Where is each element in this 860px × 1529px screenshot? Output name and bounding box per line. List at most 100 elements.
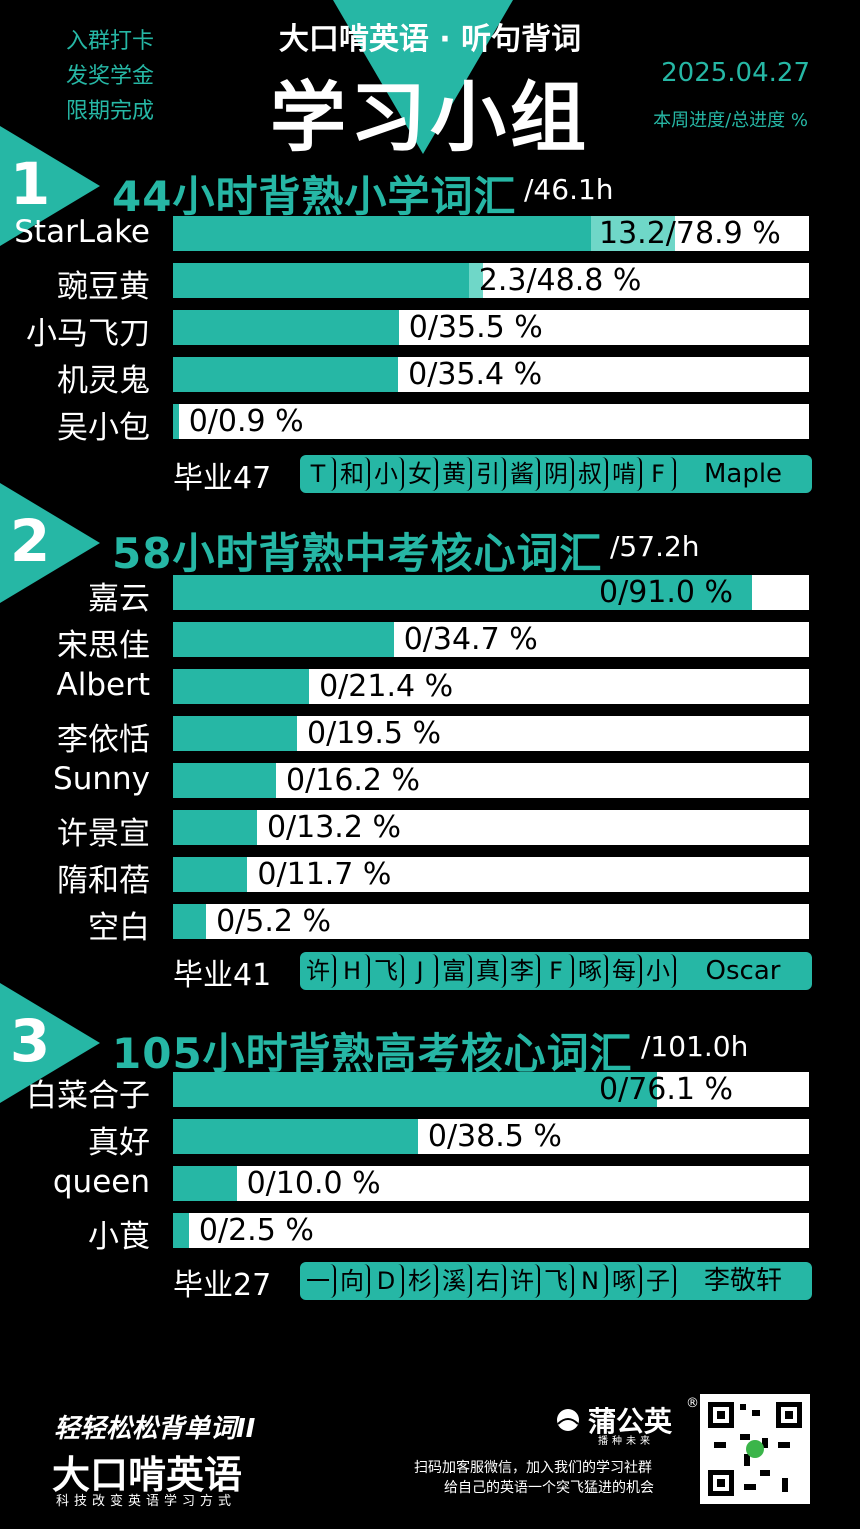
progress-label: 2.3/48.8 %	[478, 263, 642, 298]
member-name: queen	[52, 1164, 150, 1200]
section-hours: /57.2h	[610, 530, 700, 563]
member-name: 宋思佳	[57, 628, 150, 664]
footer-logo: 大口啃英语	[52, 1453, 243, 1497]
member-name: StarLake	[14, 214, 150, 250]
progress-bar: 0/35.5 %	[173, 310, 809, 345]
progress-bar: 0/10.0 %	[173, 1166, 809, 1201]
graduate-name-chip: T	[302, 457, 336, 491]
graduate-name-chip: 酱	[506, 457, 540, 491]
progress-fill-total	[173, 404, 179, 439]
progress-fill-total	[173, 857, 248, 892]
progress-fill-total	[173, 669, 310, 704]
qr-code-icon[interactable]	[700, 1394, 810, 1504]
progress-bar: 0/35.4 %	[173, 357, 809, 392]
graduate-name-chip: 和	[336, 457, 370, 491]
graduates-strip: 许 H 飞 J 富真李 F 啄每小 Oscar	[300, 952, 812, 990]
progress-fill-total	[173, 716, 298, 751]
progress-bar: 0/76.1 %	[173, 1072, 809, 1107]
progress-label: 0/13.2 %	[266, 810, 401, 845]
graduate-name-chip: 黄	[438, 457, 472, 491]
progress-bar: 2.3/48.8 %	[173, 263, 809, 298]
progress-bar: 0/11.7 %	[173, 857, 809, 892]
graduate-name-chip: D	[370, 1264, 404, 1298]
graduate-name-chip: 啄	[608, 1264, 642, 1298]
progress-label: 0/16.2 %	[286, 763, 421, 798]
graduate-name-chip: 李	[506, 954, 540, 988]
progress-fill-week	[590, 216, 675, 251]
progress-fill-total	[173, 310, 399, 345]
section-title: 105小时背熟高考核心词汇	[112, 1029, 633, 1078]
graduate-name-chip: F	[540, 954, 574, 988]
section-marker-triangle	[0, 126, 100, 246]
progress-label: 13.2/78.9 %	[599, 216, 781, 251]
graduates-strip: 一向 D 杉溪右许飞 N 啄子李敬轩	[300, 1262, 812, 1300]
graduate-latest-name: 李敬轩	[703, 1266, 782, 1296]
footer-tagline: 科技改变英语学习方式	[56, 1494, 237, 1509]
section-title: 58小时背熟中考核心词汇	[112, 529, 603, 578]
graduate-name-chip: 每	[608, 954, 642, 988]
graduate-name-chip: 右	[472, 1264, 506, 1298]
progress-label: 0/76.1 %	[599, 1072, 734, 1107]
member-name: Albert	[56, 667, 150, 703]
graduate-name-chip: 女	[404, 457, 438, 491]
section-number: 2	[9, 507, 51, 575]
progress-label: 0/21.4 %	[319, 669, 454, 704]
graduate-latest-name: Oscar	[705, 956, 781, 986]
graduate-name-chip: 子	[642, 1264, 676, 1298]
progress-fill-week	[468, 263, 484, 298]
member-name: 真好	[88, 1125, 150, 1161]
graduate-name-chip: 引	[472, 457, 506, 491]
graduate-name-chip: 杉	[404, 1264, 438, 1298]
progress-bar: 0/38.5 %	[173, 1119, 809, 1154]
graduate-name-chip: 一	[302, 1264, 336, 1298]
member-name: 白菜合子	[26, 1078, 150, 1114]
graduate-name-chip: H	[336, 954, 370, 988]
side-note-line: 发奖学金	[66, 64, 155, 89]
progress-fill-total	[173, 622, 394, 657]
graduate-name-chip: 阴	[540, 457, 574, 491]
member-name: 小莨	[88, 1219, 150, 1255]
contact-line: 扫码加客服微信，加入我们的学习社群	[414, 1460, 652, 1476]
section-marker-triangle	[0, 483, 100, 603]
progress-fill-total	[173, 763, 277, 798]
graduate-name-chip: 许	[506, 1264, 540, 1298]
footer-slogan: 轻轻松松背单词II	[54, 1414, 256, 1444]
progress-bar: 0/19.5 %	[173, 716, 809, 751]
graduate-name-chip: 小	[642, 954, 676, 988]
progress-fill-total	[173, 357, 399, 392]
graduate-name-chip: 向	[336, 1264, 370, 1298]
page-title: 学习小组	[270, 73, 590, 162]
partner-name: 蒲公英	[588, 1405, 673, 1438]
graduate-name-chip: J	[404, 954, 438, 988]
graduate-name-chip: 真	[472, 954, 506, 988]
side-note-line: 限期完成	[66, 99, 155, 124]
graduates-strip: T 和小女黄引酱阴叔啃 F Maple	[300, 455, 812, 493]
progress-label: 0/11.7 %	[257, 857, 392, 892]
graduate-name-chip: 溪	[438, 1264, 472, 1298]
progress-label: 0/38.5 %	[427, 1119, 562, 1154]
member-name: 隋和蓓	[57, 863, 150, 899]
progress-fill-total	[173, 810, 257, 845]
graduate-name-chip: 许	[302, 954, 336, 988]
progress-legend: 本周进度/总进度 %	[653, 110, 808, 131]
progress-fill-total	[173, 263, 484, 298]
progress-bar: 0/91.0 %	[173, 575, 809, 610]
progress-label: 0/19.5 %	[307, 716, 442, 751]
progress-bar: 0/13.2 %	[173, 810, 809, 845]
section-number: 1	[9, 150, 51, 218]
section-hours: /101.0h	[641, 1030, 749, 1063]
progress-label: 0/35.5 %	[408, 310, 543, 345]
graduate-name-chip: N	[574, 1264, 608, 1298]
section-title: 44小时背熟小学词汇	[112, 172, 517, 221]
progress-bar: 13.2/78.9 %	[173, 216, 809, 251]
progress-fill-total	[173, 575, 752, 610]
graduate-name-chip: 飞	[370, 954, 404, 988]
progress-bar: 0/16.2 %	[173, 763, 809, 798]
progress-label: 0/2.5 %	[198, 1213, 314, 1248]
member-name: 李依恬	[57, 722, 150, 758]
graduates-count: 毕业27	[173, 1268, 272, 1303]
member-name: 空白	[88, 910, 150, 946]
report-date: 2025.04.27	[661, 58, 810, 88]
member-name: 嘉云	[88, 581, 150, 617]
progress-fill-total	[173, 1072, 657, 1107]
